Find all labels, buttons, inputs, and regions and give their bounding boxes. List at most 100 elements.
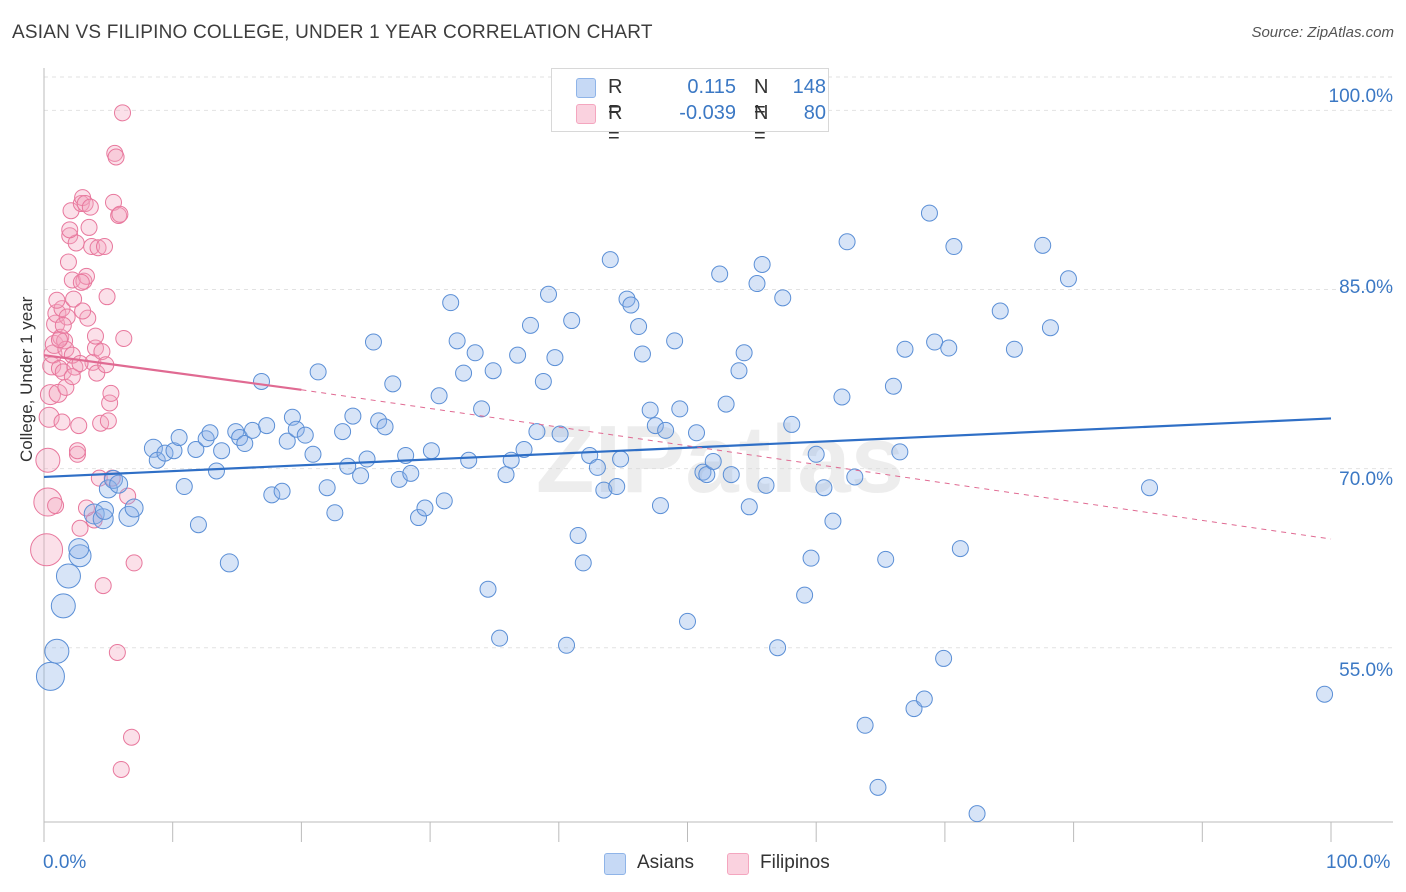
filipinos-point (48, 291, 66, 309)
asians-point (466, 344, 484, 362)
y-tick-label: 85.0% (1339, 277, 1393, 298)
asians-point (528, 423, 546, 441)
asians-point (304, 445, 322, 463)
asians-point (515, 441, 533, 458)
chart-title: ASIAN VS FILIPINO COLLEGE, UNDER 1 YEAR … (12, 22, 653, 43)
filipinos-point (115, 329, 133, 347)
asians-point (44, 638, 70, 664)
asians-point (1041, 319, 1059, 337)
asians-point (569, 526, 587, 544)
asians-point (833, 388, 851, 406)
asians-point (50, 593, 76, 619)
asians-point (574, 554, 592, 572)
filipinos-swatch (576, 104, 596, 124)
asians-point (740, 498, 758, 516)
y-tick-label: 100.0% (1328, 86, 1393, 107)
asians-point (334, 423, 352, 441)
asians-point (460, 451, 478, 469)
filipinos-point (98, 288, 116, 306)
asians-points (35, 204, 1334, 823)
asians-point (815, 479, 833, 497)
filipinos-point (61, 227, 79, 245)
n-label: N = (754, 76, 769, 121)
r-value: 0.115 (687, 76, 736, 98)
asians-point (448, 332, 466, 350)
n-value: 148 (792, 76, 826, 98)
asians-point (1005, 340, 1023, 358)
asians-point (1059, 270, 1077, 288)
asians-point (783, 415, 801, 433)
axes (43, 68, 1393, 842)
filipinos-point (50, 331, 68, 349)
filipinos-point (68, 442, 86, 460)
filipinos-point (59, 253, 77, 271)
asians-point (646, 417, 664, 435)
asians-point (521, 316, 539, 334)
asians-point (896, 340, 914, 358)
asians-point (55, 563, 81, 589)
asians-point (422, 442, 440, 460)
asians-trend-line (43, 417, 1332, 479)
filipinos-point (107, 148, 125, 166)
asians-point (945, 238, 963, 256)
asians-point (189, 516, 207, 534)
filipinos-point (39, 384, 61, 406)
asians-point (497, 466, 515, 484)
asians-point (711, 265, 729, 283)
filipinos-point (94, 577, 112, 595)
filipinos-point (72, 273, 90, 291)
asians-point (757, 476, 775, 494)
asians-point (748, 275, 766, 293)
asians-point (796, 586, 814, 604)
asians-point (671, 400, 689, 418)
asians-point (884, 377, 902, 395)
filipinos-point (83, 238, 101, 256)
filipinos-point (47, 497, 65, 515)
asians-point (201, 424, 219, 442)
asians-legend-label: Asians (637, 852, 695, 873)
filipinos-point (102, 384, 120, 402)
filipinos-point (89, 239, 107, 257)
filipinos-point (95, 238, 113, 256)
asians-swatch (576, 78, 596, 98)
filipinos-point (125, 554, 143, 572)
asians-point (1316, 685, 1334, 703)
asians-point (630, 318, 648, 336)
asians-point (824, 512, 842, 530)
filipinos-trend-line (43, 354, 302, 391)
asians-point (273, 482, 291, 500)
filipinos-point (53, 413, 71, 431)
filipinos-trend-extension (301, 389, 1332, 540)
filipinos-point (70, 417, 88, 435)
y-axis-label: College, Under 1 year (17, 296, 36, 462)
asians-point (968, 805, 986, 823)
filipinos-point (74, 302, 92, 320)
asians-point (243, 421, 261, 439)
filipinos-point (57, 378, 75, 396)
asians-point (730, 362, 748, 380)
asians-point (318, 479, 336, 497)
asians-point (118, 505, 140, 527)
asians-point (869, 778, 887, 796)
asians-point (175, 478, 193, 496)
asians-point (213, 442, 231, 460)
filipinos-point (35, 447, 61, 473)
x-tick-label-min: 0.0% (43, 852, 87, 873)
asians-point (926, 333, 944, 351)
asians-point (915, 690, 933, 708)
asians-point (563, 312, 581, 330)
gridlines (44, 76, 1393, 649)
filipinos-point (80, 218, 98, 236)
asians-point (364, 333, 382, 351)
asians-point (402, 464, 420, 482)
asians-point (35, 661, 65, 691)
n-label: N = (754, 102, 769, 147)
filipinos-point (112, 760, 130, 778)
asians-point (608, 478, 626, 496)
asians-point (940, 339, 958, 357)
asians-point (688, 424, 706, 442)
asians-point (410, 509, 428, 527)
asians-point (891, 443, 909, 461)
asians-point (935, 649, 953, 667)
filipinos-point (33, 487, 63, 517)
